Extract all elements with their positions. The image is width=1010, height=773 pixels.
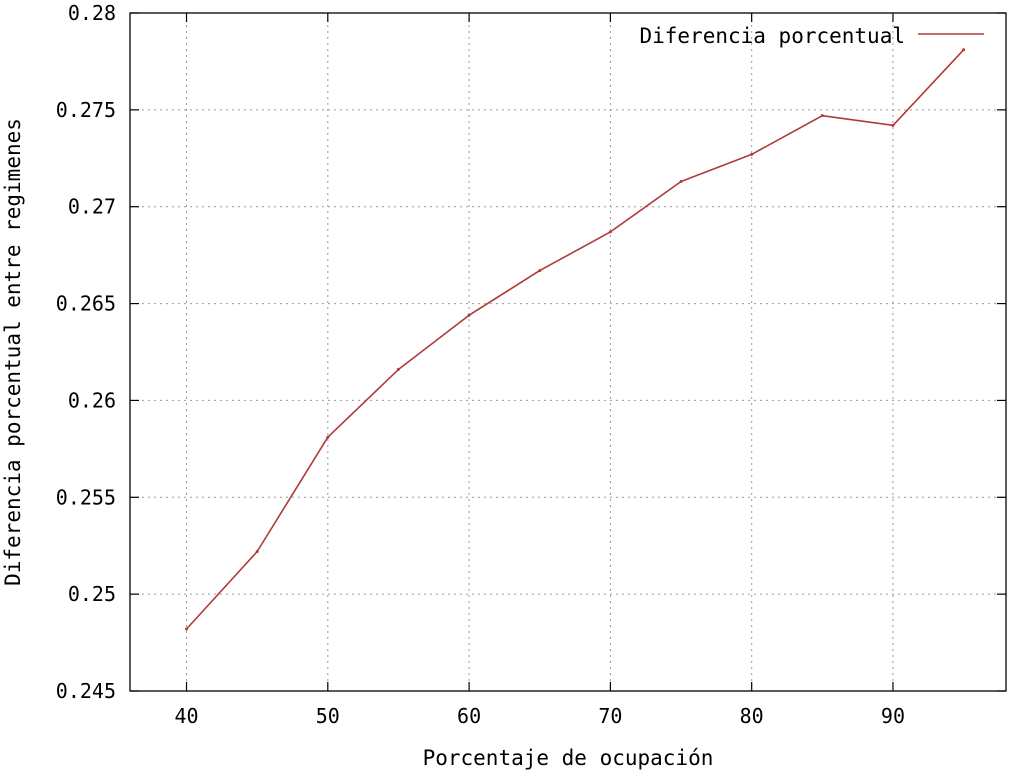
- data-point: [962, 48, 966, 52]
- y-tick-label: 0.265: [56, 292, 116, 316]
- x-tick-label: 70: [598, 704, 622, 728]
- series-line: [185, 49, 965, 630]
- data-point: [467, 313, 471, 317]
- plot-frame: [129, 12, 1007, 692]
- x-tick-label: 40: [174, 704, 198, 728]
- x-axis-title: Porcentaje de ocupación: [423, 746, 714, 770]
- y-tick-label: 0.275: [56, 98, 116, 122]
- legend: Diferencia porcentual: [639, 24, 984, 48]
- data-point: [185, 627, 189, 631]
- x-tick-label: 80: [740, 704, 764, 728]
- y-tick-label: 0.245: [56, 679, 116, 703]
- data-point: [608, 230, 612, 234]
- data-point: [679, 180, 683, 184]
- y-tick-label: 0.25: [68, 582, 116, 606]
- y-tick-label: 0.26: [68, 388, 116, 412]
- data-point: [538, 269, 542, 273]
- axis-ticks: 0.245 0.25 0.255 0.26 0.265 0.27 0.275 0.28 40 50…: [56, 1, 1006, 728]
- data-point: [820, 114, 824, 118]
- y-tick-label: 0.28: [68, 1, 116, 25]
- grid: [130, 13, 1006, 691]
- y-axis-title: Diferencia porcentual entre regimenes: [1, 118, 25, 586]
- data-point: [750, 152, 754, 156]
- data-point: [255, 550, 259, 554]
- data-point: [891, 123, 895, 127]
- data-point: [396, 367, 400, 371]
- series-layer: [185, 48, 966, 631]
- x-tick-label: 90: [881, 704, 905, 728]
- data-point: [326, 435, 330, 439]
- x-tick-label: 50: [316, 704, 340, 728]
- y-tick-label: 0.27: [68, 195, 116, 219]
- x-tick-label: 60: [457, 704, 481, 728]
- legend-label: Diferencia porcentual: [639, 24, 905, 48]
- y-tick-label: 0.255: [56, 485, 116, 509]
